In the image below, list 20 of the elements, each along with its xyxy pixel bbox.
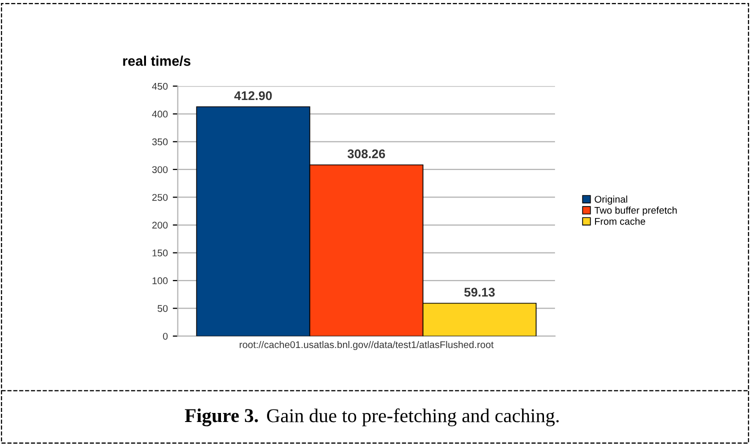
data-label: 59.13	[464, 288, 495, 297]
y-tick-label: 150	[152, 250, 168, 256]
y-tick-label: 450	[152, 82, 168, 90]
y-tick-label: 0	[163, 332, 168, 340]
caption: Figure 3.	[184, 408, 258, 426]
data-label: 412.90	[234, 91, 272, 100]
y-axis-title: real time/s	[123, 56, 190, 66]
y-tick-label: 50	[158, 305, 168, 312]
legend-label: Original	[594, 196, 628, 205]
x-tick-label: root://cache01.usatlas.bnl.gov//data/test1/atlasFlushed.root	[240, 340, 494, 350]
y-tick-label: 200	[152, 222, 168, 229]
y-tick-label: 250	[152, 194, 168, 201]
y-tick-label: 300	[152, 166, 168, 174]
y-tick-label: 400	[152, 110, 168, 118]
y-tick-label: 350	[152, 138, 168, 146]
text: Gain due to pre-fetching and caching.	[267, 408, 559, 426]
legend-label: Two buffer prefetch	[594, 206, 677, 216]
y-tick-label: 100	[152, 277, 168, 284]
data-label: 308.26	[348, 149, 386, 158]
legend-label: From cache	[595, 218, 646, 225]
